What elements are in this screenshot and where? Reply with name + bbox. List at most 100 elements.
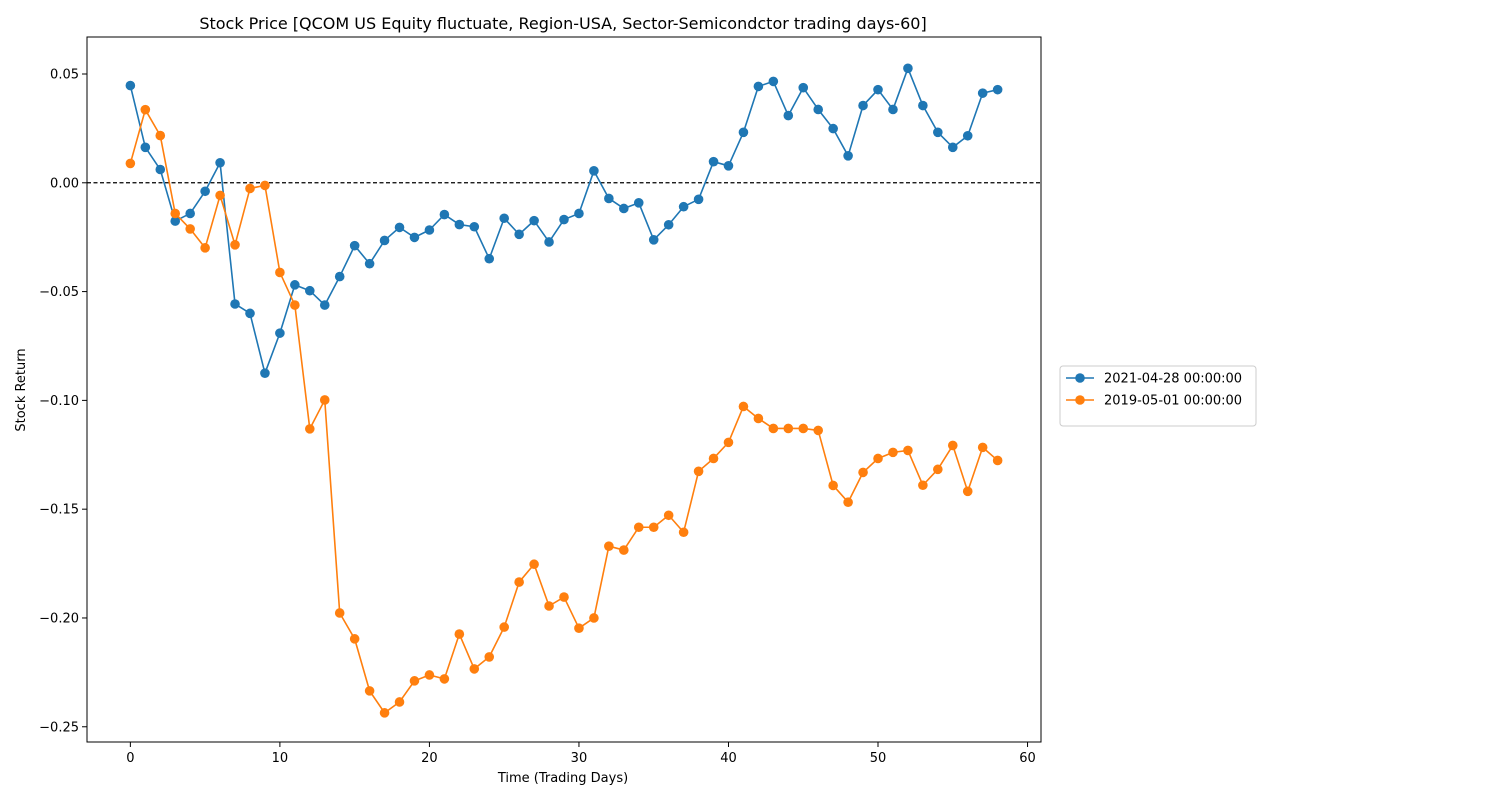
- series-2-point: [230, 240, 240, 250]
- series-1-point: [514, 229, 524, 240]
- series-2-point: [798, 423, 809, 434]
- legend: 2021-04-28 00:00:00 2019-05-01 00:00:00: [1059, 365, 1257, 427]
- series-2-point: [992, 455, 1003, 466]
- x-axis-title: Time (Trading Days): [497, 771, 628, 786]
- series-2-point: [678, 527, 689, 538]
- legend-label: 2019-05-01 00:00:00: [1104, 394, 1242, 409]
- series-2-point: [962, 486, 973, 497]
- series-2-point: [648, 522, 659, 533]
- series-1-point: [768, 76, 779, 87]
- series-2-point: [529, 559, 539, 570]
- series-2-point: [260, 180, 270, 191]
- series-2-point: [364, 686, 375, 696]
- series-1-point: [738, 127, 749, 138]
- series-1-point: [559, 214, 569, 225]
- series-2-point: [424, 670, 435, 680]
- legend-box: [1059, 365, 1257, 427]
- series-2-point: [663, 510, 674, 521]
- series-1: [125, 63, 1003, 378]
- series-2-point: [858, 467, 868, 478]
- series-2-point: [185, 224, 195, 234]
- series-2-point: [574, 623, 584, 633]
- series-2-point: [888, 447, 898, 458]
- series-1-point: [334, 271, 345, 282]
- series-1-point: [230, 299, 240, 309]
- series-2-point: [454, 629, 465, 639]
- series-2-point: [723, 437, 734, 448]
- series-2-point: [125, 158, 136, 169]
- series-2-point: [484, 652, 495, 662]
- series-1-point: [962, 130, 973, 141]
- series-2-point: [738, 401, 749, 412]
- x-tick-label: 10: [272, 751, 289, 766]
- series-1-point: [873, 84, 883, 95]
- y-tick-label: 0.00: [50, 176, 79, 191]
- series-2-point: [813, 425, 823, 436]
- series-1-point: [454, 219, 465, 230]
- series-1-point: [903, 63, 913, 74]
- series-1-point: [305, 285, 315, 296]
- legend-label: 2021-04-28 00:00:00: [1104, 372, 1242, 387]
- series-1-point: [708, 156, 719, 167]
- series-1-point: [888, 104, 898, 115]
- series-2-point: [828, 480, 838, 491]
- series-1-point: [753, 81, 764, 92]
- y-axis-title: Stock Return: [14, 348, 29, 431]
- series-2-point: [619, 545, 629, 555]
- series-2-point: [514, 577, 524, 587]
- series-1-point: [663, 219, 674, 230]
- chart-title: Stock Price [QCOM US Equity fluctuate, R…: [199, 14, 926, 33]
- series-2-point: [170, 208, 181, 219]
- series-2-point: [843, 497, 853, 508]
- series-2-point: [439, 674, 450, 684]
- series-1-point: [499, 213, 509, 224]
- series-2-point: [604, 541, 614, 551]
- series-1-point: [529, 215, 539, 226]
- series-1-point: [813, 104, 823, 115]
- series-1-point: [992, 84, 1003, 95]
- x-tick-label: 20: [421, 751, 438, 766]
- series-2-point: [903, 445, 913, 456]
- series-1-point: [379, 235, 390, 246]
- series-1-point: [245, 308, 255, 319]
- series-1-point: [484, 253, 495, 264]
- series-2-point: [918, 480, 928, 491]
- series-2-line: [129, 108, 999, 714]
- series-2-point: [155, 130, 166, 141]
- y-tick-label: −0.15: [39, 503, 79, 518]
- series-1-point: [574, 208, 584, 219]
- x-tick-label: 60: [1019, 751, 1036, 766]
- y-tick-label: −0.25: [39, 720, 79, 735]
- series-1-point: [394, 222, 405, 233]
- series-1-point: [200, 186, 210, 197]
- series-1-point: [275, 328, 285, 338]
- series-2-point: [290, 300, 300, 310]
- series-2-point: [215, 190, 225, 201]
- y-tick-label: 0.05: [50, 67, 79, 82]
- series-2-point: [544, 601, 554, 611]
- y-tick-label: −0.20: [39, 611, 79, 626]
- series-1-point: [125, 80, 136, 91]
- series-1-point: [828, 123, 838, 134]
- series-1-point: [858, 100, 868, 111]
- series-2-point: [499, 622, 509, 632]
- series-2-point: [409, 676, 420, 686]
- series-1-point: [798, 82, 809, 93]
- series-1-point: [319, 300, 330, 310]
- series-1-point: [693, 194, 704, 205]
- series-1-point: [544, 237, 554, 247]
- series-1-point: [783, 110, 794, 121]
- series-2-point: [559, 592, 569, 602]
- series-2-point: [469, 664, 480, 674]
- y-tick-label: −0.05: [39, 285, 79, 300]
- series-2-point: [334, 608, 345, 618]
- plot-frame: [86, 36, 1042, 743]
- series-1-point: [349, 240, 360, 251]
- x-tick-label: 40: [720, 751, 737, 766]
- series-1-point: [918, 100, 928, 111]
- y-tick-label: −0.10: [39, 394, 79, 409]
- series-1-point: [648, 235, 659, 245]
- series-2-point: [589, 613, 599, 623]
- series-1-point: [409, 232, 420, 243]
